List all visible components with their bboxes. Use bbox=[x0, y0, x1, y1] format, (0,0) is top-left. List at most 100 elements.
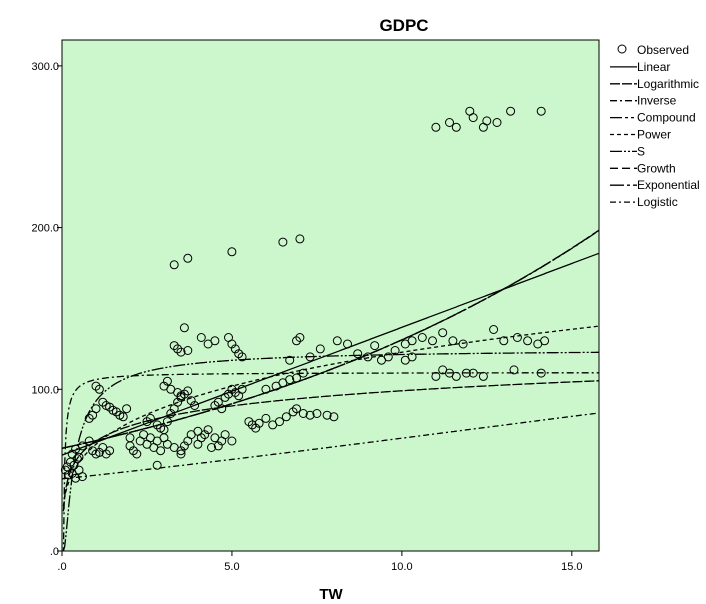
observed-point bbox=[162, 376, 172, 386]
x-tick-label: 10.0 bbox=[391, 561, 412, 573]
observed-point bbox=[220, 430, 230, 440]
observed-point bbox=[489, 325, 499, 334]
inverse-fit-line bbox=[62, 372, 599, 551]
observed-point bbox=[193, 439, 203, 449]
observed-point bbox=[540, 336, 550, 346]
observed-point bbox=[407, 336, 417, 346]
x-tick-label: .0 bbox=[57, 561, 66, 573]
observed-point bbox=[179, 441, 189, 451]
observed-point bbox=[179, 323, 189, 333]
observed-point bbox=[251, 423, 261, 433]
observed-point bbox=[183, 386, 193, 396]
observed-point bbox=[234, 349, 244, 359]
y-tick-label: 300.0 bbox=[31, 61, 59, 73]
observed-point bbox=[244, 417, 254, 427]
observed-point bbox=[118, 412, 128, 422]
observed-point bbox=[94, 384, 104, 394]
observed-point bbox=[91, 381, 101, 391]
observed-point bbox=[261, 413, 271, 423]
observed-point bbox=[254, 418, 264, 428]
observed-point bbox=[94, 447, 104, 457]
observed-point bbox=[98, 397, 108, 407]
observed-point bbox=[431, 122, 441, 132]
observed-point bbox=[91, 404, 101, 414]
x-tick-label: 5.0 bbox=[224, 561, 239, 573]
observed-point bbox=[512, 333, 522, 342]
observed-point bbox=[332, 336, 342, 346]
observed-point bbox=[176, 446, 186, 456]
observed-point bbox=[492, 118, 502, 127]
observed-point bbox=[315, 344, 325, 354]
observed-point bbox=[173, 344, 183, 354]
plot-background bbox=[62, 40, 599, 551]
observed-point bbox=[285, 355, 295, 365]
observed-point bbox=[275, 417, 284, 427]
x-tick-label: 15.0 bbox=[561, 561, 582, 573]
observed-point bbox=[407, 352, 417, 362]
legend-label-compound: Compound bbox=[637, 111, 696, 125]
observed-point bbox=[295, 333, 305, 342]
observed-point bbox=[190, 401, 200, 410]
observed-point bbox=[84, 413, 94, 423]
legend-label-observed: Observed bbox=[637, 43, 689, 57]
legend-label-s: S bbox=[637, 144, 645, 158]
observed-point bbox=[132, 449, 142, 459]
observed-point bbox=[370, 341, 380, 351]
linear-fit-line bbox=[62, 252, 599, 456]
observed-point bbox=[499, 336, 509, 346]
observed-point bbox=[509, 365, 519, 375]
observed-point bbox=[329, 412, 339, 422]
observed-point bbox=[322, 410, 332, 420]
data-layer bbox=[60, 106, 599, 551]
observed-point bbox=[210, 336, 220, 346]
observed-point bbox=[101, 449, 111, 459]
legend: Observed Linear Logarithmic Inverse Compound… bbox=[610, 43, 700, 209]
logarithmic-fit-line bbox=[62, 380, 599, 512]
observed-point bbox=[451, 371, 461, 381]
observed-point bbox=[305, 410, 315, 420]
observed-point bbox=[417, 333, 427, 342]
observed-point bbox=[183, 253, 193, 263]
legend-label-power: Power bbox=[637, 128, 671, 142]
axis-layer: .0 5.0 10.0 15.0 .0 100.0 200.0 300.0 bbox=[31, 61, 582, 573]
observed-point bbox=[506, 106, 516, 116]
observed-point bbox=[200, 430, 210, 440]
chart-title: GDPC bbox=[379, 16, 428, 35]
observed-point bbox=[227, 247, 237, 257]
observed-point bbox=[445, 118, 454, 127]
observed-point bbox=[230, 344, 240, 354]
observed-point bbox=[203, 425, 213, 435]
observed-point bbox=[227, 436, 237, 446]
observed-point bbox=[353, 349, 363, 359]
observed-point bbox=[213, 441, 223, 451]
legend-label-exponential: Exponential bbox=[637, 178, 700, 192]
observed-point bbox=[278, 237, 288, 247]
y-tick-label: 100.0 bbox=[31, 384, 59, 396]
legend-label-logistic: Logistic bbox=[637, 195, 678, 209]
plot-frame bbox=[61, 39, 600, 552]
observed-point bbox=[458, 339, 468, 349]
observed-point bbox=[105, 402, 115, 412]
observed-point bbox=[176, 347, 186, 357]
legend-label-logarithmic: Logarithmic bbox=[637, 77, 699, 91]
observed-point bbox=[88, 446, 98, 456]
observed-point bbox=[448, 336, 458, 346]
legend-marker-observed bbox=[617, 44, 627, 54]
observed-point bbox=[173, 388, 183, 397]
observed-point bbox=[125, 441, 135, 451]
observed-point bbox=[169, 260, 179, 270]
legend-label-inverse: Inverse bbox=[637, 94, 677, 108]
observed-point bbox=[428, 336, 437, 346]
observed-point bbox=[111, 407, 121, 417]
observed-point bbox=[152, 460, 162, 470]
observed-point bbox=[105, 446, 115, 456]
y-tick-label: .0 bbox=[50, 546, 59, 558]
observed-point bbox=[312, 409, 322, 418]
x-axis-label: TW bbox=[319, 586, 343, 603]
observed-point bbox=[285, 375, 295, 385]
observed-point bbox=[166, 409, 176, 418]
observed-point bbox=[176, 449, 186, 459]
logistic-fit-line bbox=[62, 412, 599, 480]
observed-point bbox=[183, 346, 193, 355]
